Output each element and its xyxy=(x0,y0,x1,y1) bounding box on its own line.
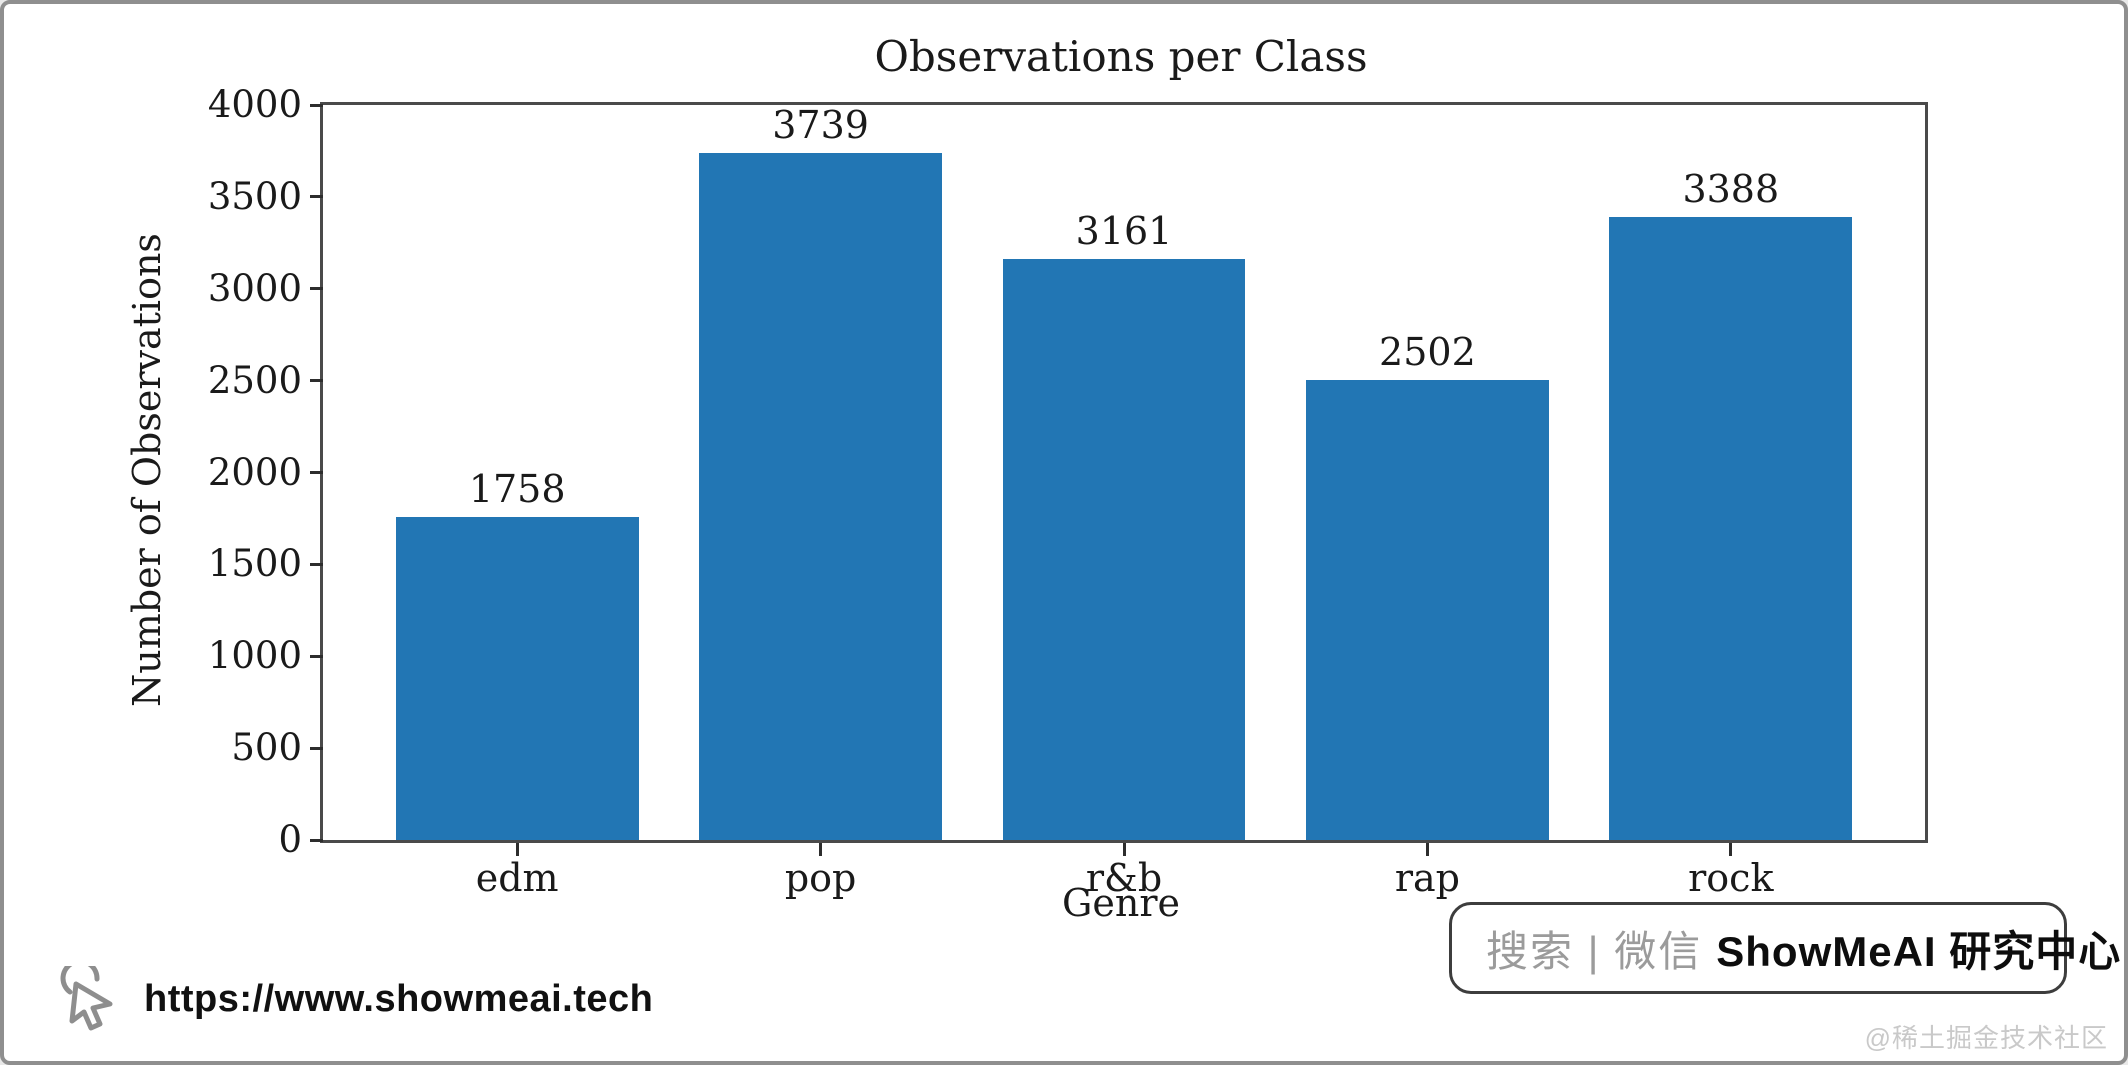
x-tick-mark xyxy=(1425,843,1429,856)
x-tick-mark xyxy=(819,843,823,856)
site-url-row: https://www.showmeai.tech xyxy=(60,966,653,1032)
bar xyxy=(699,152,942,840)
y-tick-mark xyxy=(310,195,323,199)
bar-value-label: 3388 xyxy=(1682,167,1780,212)
community-credit-text: @稀土掘金技术社区 xyxy=(1864,1023,2108,1053)
x-tick-label: rap xyxy=(1394,856,1460,900)
y-tick-label: 2000 xyxy=(207,450,302,494)
x-tick-mark xyxy=(1729,843,1733,856)
x-tick-label: edm xyxy=(475,856,559,900)
y-tick-mark xyxy=(310,654,323,658)
bar-value-label: 3161 xyxy=(1075,209,1173,254)
watermark-brand-label: ShowMeAI 研究中心 xyxy=(1716,927,2122,975)
y-tick-label: 3000 xyxy=(207,266,302,310)
y-tick-mark xyxy=(310,562,323,566)
y-tick-label: 1500 xyxy=(207,542,302,586)
y-tick-mark xyxy=(310,471,323,474)
bar-value-label: 3739 xyxy=(772,102,869,147)
x-tick-mark xyxy=(515,843,519,856)
x-tick-label: r&b xyxy=(1085,856,1163,900)
bar xyxy=(1306,380,1549,840)
y-tick-label: 4000 xyxy=(207,83,302,126)
bar xyxy=(1002,259,1246,840)
y-tick-label: 3500 xyxy=(207,174,302,218)
bar-value-label: 2502 xyxy=(1379,330,1476,375)
y-tick-label: 0 xyxy=(278,818,302,861)
y-tick-mark xyxy=(310,103,323,107)
site-url-text: https://www.showmeai.tech xyxy=(144,977,654,1020)
y-tick-label: 2500 xyxy=(207,358,302,402)
bar-value-label: 1758 xyxy=(468,466,566,511)
cursor-pointer-icon xyxy=(60,966,113,1031)
y-tick-mark xyxy=(310,379,323,383)
x-tick-label: pop xyxy=(784,856,857,900)
y-tick-mark xyxy=(310,287,323,291)
y-tick-mark xyxy=(310,746,323,750)
y-tick-label: 500 xyxy=(231,726,302,770)
watermark-search-label: 搜索 | 微信 xyxy=(1486,927,1703,975)
watermark-badge: 搜索 | 微信 ShowMeAI 研究中心 xyxy=(1449,902,2120,994)
y-tick-mark xyxy=(310,838,323,842)
x-axis-label: Genre xyxy=(1062,881,1180,925)
x-tick-label: rock xyxy=(1688,856,1774,900)
chart-title: Observations per Class xyxy=(874,32,1368,81)
bar xyxy=(395,516,639,840)
bar xyxy=(1609,217,1853,840)
y-tick-label: 1000 xyxy=(207,634,302,678)
x-tick-mark xyxy=(1122,843,1126,856)
